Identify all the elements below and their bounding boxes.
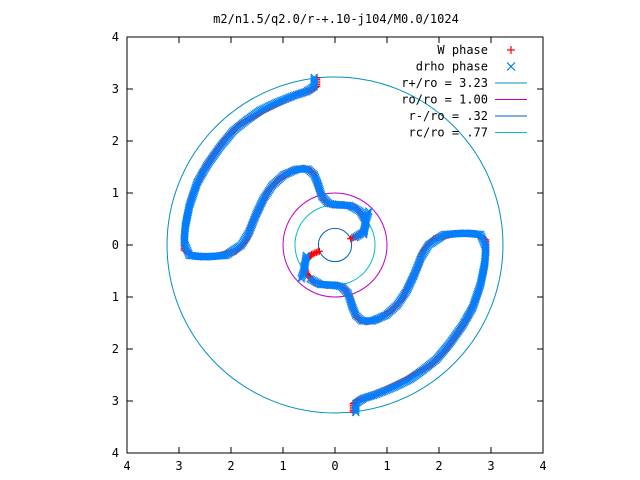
drho-phase-point	[300, 263, 309, 272]
legend: W phase drho phase r+/ro = 3.23 ro/ro = 1.0…	[401, 43, 527, 140]
legend-label: W phase	[437, 43, 488, 57]
radius-circle	[166, 76, 504, 414]
data-series	[180, 73, 490, 417]
w-phase-point	[315, 247, 323, 255]
drho-phase-point	[351, 403, 360, 412]
x-tick-label: 3	[487, 459, 494, 473]
drho-phase-point	[364, 207, 373, 216]
drho-phase-point	[361, 218, 370, 227]
w-phase-point	[311, 249, 319, 257]
drho-phase-point	[364, 208, 373, 217]
w-phase-point	[309, 250, 317, 258]
x-tick-label: 4	[123, 459, 130, 473]
legend-label: ro/ro = 1.00	[401, 93, 488, 107]
drho-phase-point	[300, 165, 309, 174]
drho-phase-point	[481, 245, 490, 254]
y-tick-label: 4	[112, 446, 119, 460]
x-tick-label: 1	[383, 459, 390, 473]
y-tick-label: 2	[112, 134, 119, 148]
radius-circle	[282, 192, 388, 298]
y-tick-label: 0	[112, 238, 119, 252]
x-tick-label: 2	[435, 459, 442, 473]
x-tick-label: 1	[279, 459, 286, 473]
drho-phase-point	[350, 233, 359, 242]
drho-phase-point	[180, 236, 189, 245]
x-tick-label: 2	[227, 459, 234, 473]
drho-phase-point	[361, 316, 370, 325]
legend-plus-swatch	[507, 46, 515, 54]
y-tick-label: 3	[112, 394, 119, 408]
legend-label: r-/ro = .32	[409, 109, 488, 123]
y-tick-label: 4	[112, 30, 119, 44]
drho-phase-point	[218, 251, 227, 260]
legend-cross-swatch	[506, 62, 516, 71]
drho-phase-point	[297, 273, 306, 282]
y-tick-label: 1	[112, 290, 119, 304]
drho-phase-point	[306, 274, 314, 283]
legend-label: r+/ro = 3.23	[401, 76, 488, 90]
x-tick-label: 4	[539, 459, 546, 473]
y-tick-label: 2	[112, 342, 119, 356]
drho-phase-point	[443, 230, 452, 239]
y-tick-label: 3	[112, 82, 119, 96]
drho-phase-point	[297, 274, 306, 283]
x-tick-label: 0	[331, 459, 338, 473]
w-phase-point	[312, 248, 320, 256]
radius-circles	[166, 76, 504, 414]
legend-label: rc/ro = .77	[409, 126, 488, 140]
legend-label: drho phase	[416, 60, 488, 74]
y-tick-label: 1	[112, 186, 119, 200]
w-phase-point	[314, 248, 322, 256]
chart-title: m2/n1.5/q2.0/r-+.10-j104/M0.0/1024	[213, 12, 459, 26]
x-tick-label: 3	[175, 459, 182, 473]
drho-phase-point	[310, 78, 319, 87]
radius-circle	[317, 227, 353, 263]
